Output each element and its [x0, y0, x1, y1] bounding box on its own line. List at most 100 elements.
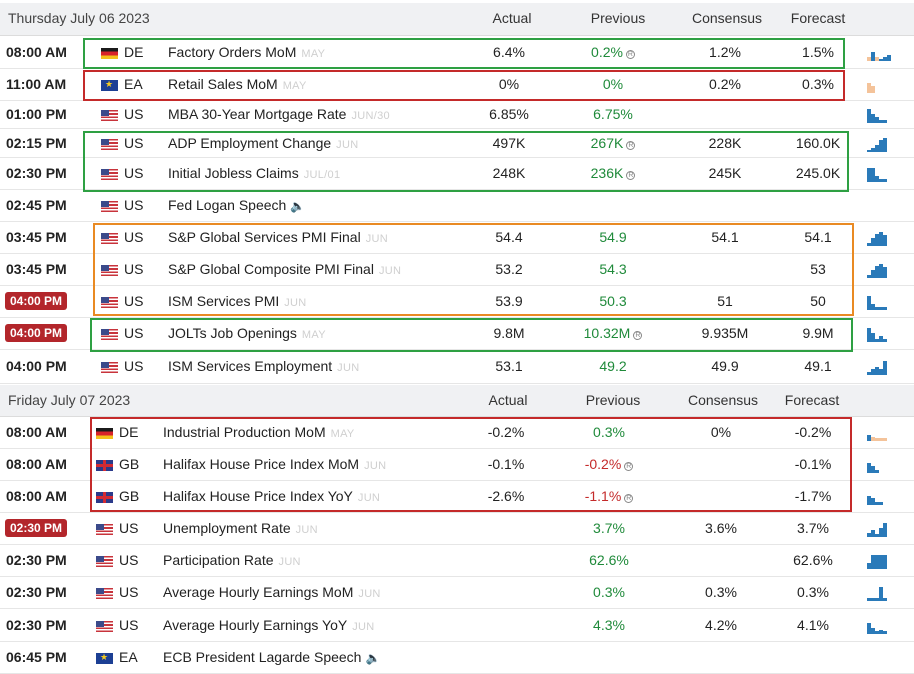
sparkline-chart-icon[interactable]: [866, 489, 896, 505]
event-title[interactable]: Participation Rate: [163, 552, 274, 568]
sparkline-chart-icon[interactable]: [866, 425, 896, 441]
sparkline-chart-icon[interactable]: [866, 136, 896, 152]
event-title[interactable]: Industrial Production MoM: [163, 424, 326, 440]
calendar-row[interactable]: 11:00 AM EA Retail Sales MoM MAY 0% 0% 0.2% 0.3…: [0, 69, 914, 101]
event-name[interactable]: Unemployment Rate JUN: [163, 520, 318, 536]
column-header-previous[interactable]: Previous: [585, 392, 641, 408]
event-title[interactable]: ISM Services Employment: [168, 358, 333, 374]
sparkline-chart-icon[interactable]: [866, 521, 896, 537]
event-title[interactable]: ISM Services PMI: [168, 293, 280, 309]
calendar-row[interactable]: 04:00 PM US ISM Services Employment JUN 53.1…: [0, 350, 914, 384]
event-title[interactable]: Halifax House Price Index MoM: [163, 456, 360, 472]
event-title[interactable]: Factory Orders MoM: [168, 43, 297, 60]
revised-info-icon[interactable]: R: [624, 494, 634, 503]
sparkline-chart-icon[interactable]: [866, 77, 896, 93]
sparkline-bar: [867, 109, 871, 123]
calendar-row[interactable]: 02:30 PM US Average Hourly Earnings YoY JUN…: [0, 609, 914, 642]
revised-info-icon[interactable]: R: [624, 462, 634, 471]
sparkline-chart-icon[interactable]: [866, 553, 896, 569]
event-title[interactable]: S&P Global Services PMI Final: [168, 229, 361, 245]
event-name[interactable]: Industrial Production MoM MAY: [163, 424, 355, 440]
calendar-row[interactable]: 02:45 PM US Fed Logan Speech 🔈: [0, 190, 914, 222]
event-name[interactable]: Fed Logan Speech 🔈: [168, 197, 305, 213]
revised-info-icon[interactable]: R: [626, 171, 636, 180]
event-title[interactable]: ADP Employment Change: [168, 134, 332, 151]
column-header-forecast[interactable]: Forecast: [784, 392, 840, 408]
sparkline-chart-icon[interactable]: [866, 230, 896, 246]
event-name[interactable]: Halifax House Price Index MoM JUN: [163, 456, 386, 472]
sparkline-chart-icon[interactable]: [866, 262, 896, 278]
sparkline-chart-icon[interactable]: [866, 107, 896, 123]
event-title[interactable]: Fed Logan Speech: [168, 197, 287, 213]
event-name[interactable]: Average Hourly Earnings YoY JUN: [163, 617, 375, 633]
event-name[interactable]: S&P Global Composite PMI Final JUN: [168, 261, 401, 277]
sparkline-chart-icon[interactable]: [866, 585, 896, 601]
column-header-previous[interactable]: Previous: [590, 10, 646, 26]
calendar-row[interactable]: 01:00 PM US MBA 30-Year Mortgage Rate JUN/3…: [0, 101, 914, 129]
event-name[interactable]: ADP Employment Change JUN: [168, 135, 358, 151]
event-title[interactable]: Halifax House Price Index YoY: [163, 488, 353, 504]
event-title[interactable]: Unemployment Rate: [163, 520, 291, 536]
country-code: GB: [119, 456, 140, 472]
column-header-actual[interactable]: Actual: [488, 392, 528, 408]
event-name[interactable]: ISM Services PMI JUN: [168, 293, 307, 309]
calendar-row[interactable]: 02:30 PM US Participation Rate JUN 62.6% 62.6…: [0, 545, 914, 577]
revised-info-icon[interactable]: R: [633, 331, 643, 340]
calendar-row[interactable]: 04:00 PM US ISM Services PMI JUN 53.9 50.3 51 5…: [0, 286, 914, 318]
calendar-row[interactable]: 02:30 PM US Average Hourly Earnings MoM JUN…: [0, 577, 914, 609]
event-name[interactable]: JOLTs Job Openings MAY: [168, 325, 326, 341]
event-name[interactable]: S&P Global Services PMI Final JUN: [168, 229, 388, 245]
calendar-row[interactable]: 02:15 PM US ADP Employment Change JUN 497K 26…: [0, 129, 914, 158]
sparkline-bar: [879, 139, 883, 152]
calendar-row[interactable]: 08:00 AM GB Halifax House Price Index YoY J…: [0, 481, 914, 513]
event-name[interactable]: ISM Services Employment JUN: [168, 358, 359, 374]
event-name[interactable]: ECB President Lagarde Speech 🔈: [163, 649, 380, 665]
sparkline-bar: [879, 232, 883, 246]
event-title[interactable]: S&P Global Composite PMI Final: [168, 261, 374, 277]
column-header-actual[interactable]: Actual: [492, 10, 532, 26]
calendar-row[interactable]: 08:00 AM DE Factory Orders MoM MAY 6.4% 0.2% R…: [0, 36, 914, 69]
calendar-row[interactable]: 06:45 PM EA ECB President Lagarde Speech🔈: [0, 642, 914, 674]
event-title[interactable]: MBA 30-Year Mortgage Rate: [168, 106, 347, 122]
event-title[interactable]: Retail Sales MoM: [168, 76, 278, 92]
sparkline-bar: [879, 555, 883, 569]
calendar-row[interactable]: 02:30 PM US Initial Jobless Claims JUL/01 24…: [0, 158, 914, 190]
column-header-consensus[interactable]: Consensus: [691, 10, 763, 26]
event-title[interactable]: ECB President Lagarde Speech: [163, 649, 362, 665]
revised-info-icon[interactable]: R: [625, 49, 635, 59]
sparkline-chart-icon[interactable]: [866, 457, 896, 473]
sparkline-chart-icon[interactable]: [866, 618, 896, 634]
forecast-value: 9.9M: [780, 325, 856, 341]
revised-info-icon[interactable]: R: [626, 140, 636, 150]
event-name[interactable]: Retail Sales MoM MAY: [168, 76, 307, 92]
calendar-row[interactable]: 08:00 AM GB Halifax House Price Index MoM J…: [0, 449, 914, 481]
sparkline-chart-icon[interactable]: [866, 294, 896, 310]
sparkline-chart-icon[interactable]: [866, 359, 896, 375]
event-title[interactable]: Average Hourly Earnings YoY: [163, 616, 348, 633]
event-title[interactable]: Initial Jobless Claims: [168, 165, 299, 181]
previous-text: 10.32M: [583, 325, 631, 341]
event-name[interactable]: Halifax House Price Index YoY JUN: [163, 488, 380, 504]
calendar-row[interactable]: 03:45 PM US S&P Global Composite PMI Final…: [0, 254, 914, 286]
sparkline-bar: [879, 58, 883, 61]
event-title[interactable]: Average Hourly Earnings MoM: [163, 584, 354, 600]
calendar-row[interactable]: 03:45 PM US S&P Global Services PMI Final J…: [0, 222, 914, 254]
sparkline-chart-icon[interactable]: [866, 45, 896, 61]
sparkline-chart-icon[interactable]: [866, 166, 896, 182]
column-header-consensus[interactable]: Consensus: [687, 392, 759, 408]
sparkline-bar: [867, 622, 871, 634]
event-name[interactable]: Initial Jobless Claims JUL/01: [168, 165, 340, 181]
event-name[interactable]: Participation Rate JUN: [163, 552, 301, 568]
event-period: JUN: [284, 297, 307, 309]
calendar-row[interactable]: 04:00 PM US JOLTs Job Openings MAY 9.8M 10.32…: [0, 318, 914, 350]
column-header-forecast[interactable]: Forecast: [790, 10, 846, 26]
sparkline-chart-icon[interactable]: [866, 326, 896, 342]
calendar-row[interactable]: 02:30 PM US Unemployment Rate JUN 3.7% 3.6% 3.…: [0, 513, 914, 545]
calendar-row[interactable]: 08:00 AM DE Industrial Production MoM MAY -0…: [0, 417, 914, 449]
event-title[interactable]: JOLTs Job Openings: [168, 325, 297, 341]
country-code: EA: [124, 76, 143, 92]
day-header: Friday July 07 2023 Actual Previous Consens…: [0, 385, 914, 417]
event-name[interactable]: Average Hourly Earnings MoM JUN: [163, 584, 381, 600]
event-name[interactable]: MBA 30-Year Mortgage Rate JUN/30: [168, 106, 390, 122]
event-name[interactable]: Factory Orders MoM MAY: [168, 44, 325, 60]
